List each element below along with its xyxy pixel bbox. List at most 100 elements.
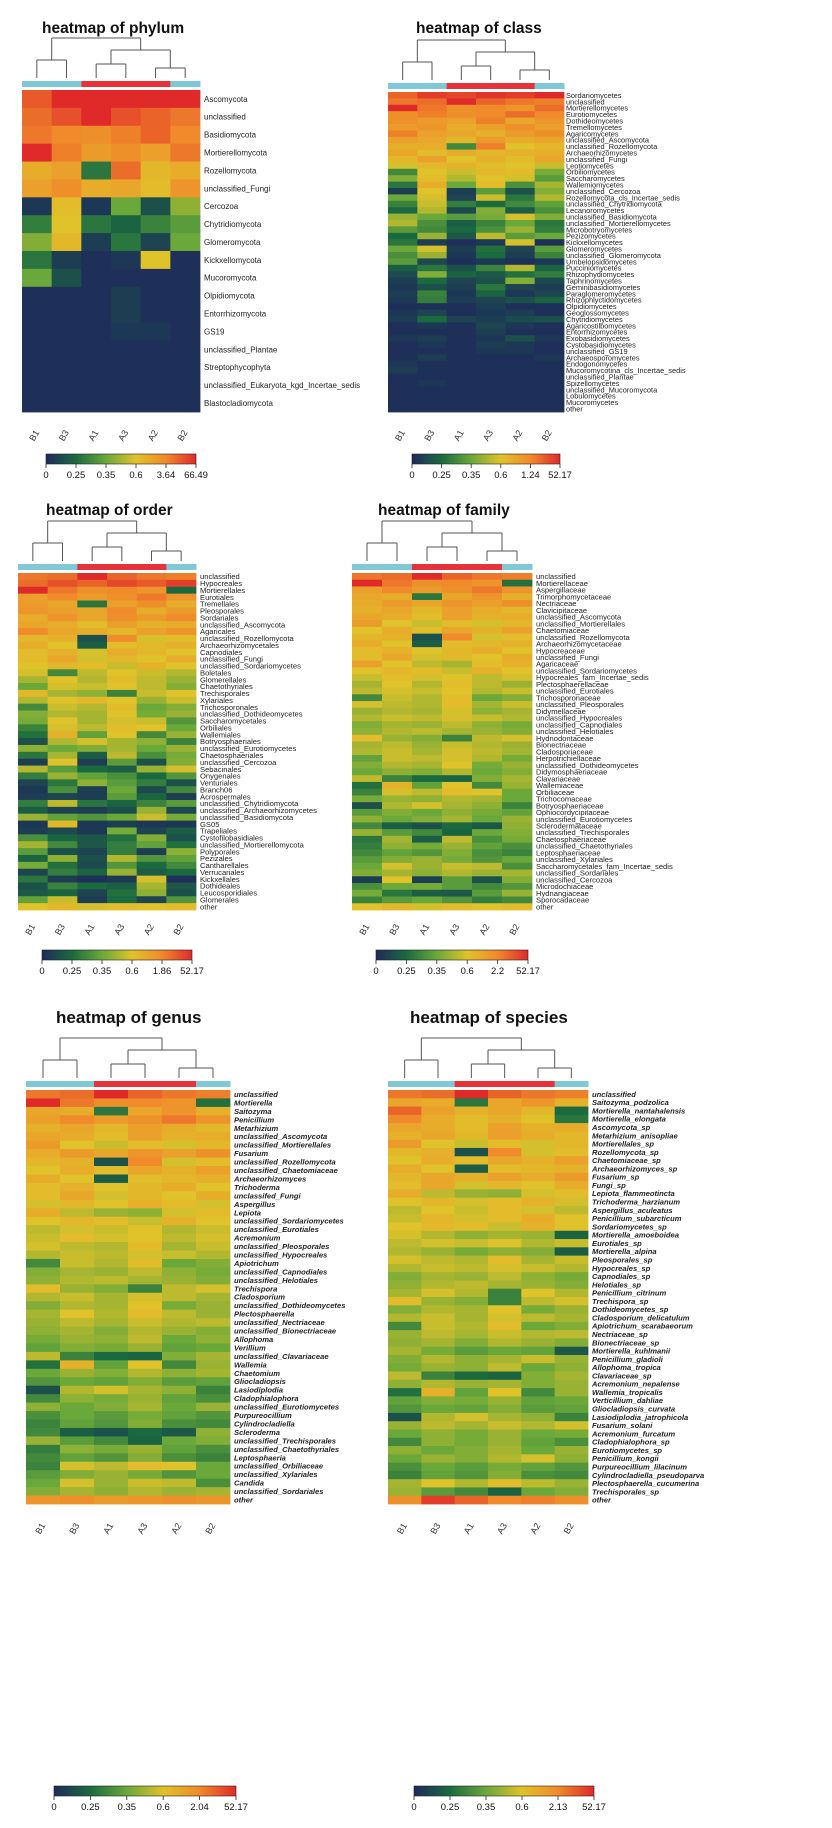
heatmap-cell bbox=[505, 130, 536, 138]
heatmap-cell bbox=[196, 1394, 231, 1404]
group-bar-segment bbox=[128, 1081, 163, 1087]
heatmap-cell bbox=[502, 856, 533, 864]
heatmap-cell bbox=[442, 768, 473, 776]
heatmap-cell bbox=[388, 1280, 422, 1290]
heatmap-cell bbox=[554, 1172, 589, 1182]
colorbar-gradient bbox=[53, 1785, 237, 1797]
heatmap-cell bbox=[107, 731, 138, 739]
heatmap-cell bbox=[162, 1385, 197, 1395]
heatmap-cell bbox=[128, 1326, 163, 1336]
heatmap-cell bbox=[412, 842, 443, 850]
column-label: B3 bbox=[428, 1521, 442, 1536]
heatmap-cell bbox=[502, 849, 533, 857]
row-label: Apiotrichum bbox=[233, 1259, 279, 1268]
row-label: unclassified_Ascomycota bbox=[234, 1132, 327, 1141]
row-label: Plectosphaerellaceae bbox=[536, 680, 609, 689]
heatmap-cell bbox=[454, 1156, 489, 1165]
heatmap-cell bbox=[77, 573, 108, 581]
heatmap-cell bbox=[476, 98, 506, 106]
heatmap-cell bbox=[442, 802, 473, 810]
heatmap-cell bbox=[166, 600, 197, 608]
heatmap-cell bbox=[505, 220, 536, 227]
heatmap-cell bbox=[534, 252, 565, 259]
heatmap-cell bbox=[47, 882, 78, 890]
heatmap-cell bbox=[488, 1139, 522, 1149]
heatmap-cell bbox=[77, 628, 108, 636]
heatmap-cell bbox=[505, 149, 536, 157]
row-label: Leucosporidiales bbox=[200, 889, 257, 898]
heatmap-cell bbox=[446, 296, 477, 304]
heatmap-cell bbox=[417, 175, 448, 182]
heatmap-cell bbox=[18, 820, 49, 828]
row-label: unclassified_Fungi bbox=[200, 655, 263, 664]
heatmap-cell bbox=[476, 284, 506, 291]
heatmap-cell bbox=[107, 854, 138, 863]
heatmap-cell bbox=[521, 1131, 556, 1141]
colorbar-gradient bbox=[375, 949, 529, 961]
row-label: Exobasidiomycetes bbox=[566, 334, 630, 343]
heatmap-cell bbox=[128, 1360, 163, 1370]
heatmap-cell bbox=[352, 734, 383, 742]
heatmap-cell bbox=[534, 360, 565, 368]
heatmap-cell bbox=[18, 655, 49, 663]
group-bar-segment bbox=[162, 1081, 197, 1087]
heatmap-cell bbox=[166, 614, 197, 622]
heatmap-cell bbox=[446, 309, 477, 317]
heatmap-cell bbox=[60, 1411, 95, 1420]
heatmap-cell bbox=[140, 179, 171, 198]
heatmap-cell bbox=[534, 399, 565, 406]
heatmap-cell bbox=[47, 669, 78, 677]
row-label: unclassified_Mortierellales bbox=[536, 619, 625, 628]
heatmap-cell bbox=[388, 1123, 422, 1132]
heatmap-cell bbox=[446, 149, 477, 157]
heatmap-cell bbox=[421, 1412, 456, 1422]
colorbar-tick-label: 3.64 bbox=[157, 470, 176, 481]
group-bar-segment bbox=[417, 83, 448, 89]
heatmap-cell bbox=[166, 827, 197, 835]
heatmap-cell bbox=[476, 207, 506, 214]
heatmap-cell bbox=[502, 599, 533, 608]
heatmap-cell bbox=[476, 271, 506, 278]
heatmap-cell bbox=[382, 883, 413, 891]
heatmap-cell bbox=[26, 1208, 61, 1218]
heatmap-cell bbox=[162, 1495, 197, 1505]
row-label: Trichoderma_harzianum bbox=[592, 1198, 680, 1207]
heatmap-cell bbox=[534, 181, 565, 189]
heatmap-cell bbox=[417, 386, 448, 394]
column-label: A3 bbox=[495, 1521, 509, 1536]
row-label: unclassified_Trechisporales bbox=[536, 828, 630, 837]
row-label: unclassified_Fungi bbox=[536, 653, 599, 662]
row-label: Botryosphaeriaceae bbox=[536, 801, 604, 810]
heatmap-cell bbox=[476, 104, 506, 112]
heatmap-cell bbox=[166, 896, 197, 904]
heatmap-cell bbox=[488, 1114, 522, 1124]
heatmap-cell bbox=[77, 593, 108, 601]
heatmap-cell bbox=[412, 761, 443, 769]
row-label: Allophoma_tropica bbox=[591, 1363, 661, 1372]
heatmap-cell bbox=[521, 1330, 556, 1339]
heatmap-cell bbox=[18, 738, 49, 746]
heatmap-cell bbox=[77, 786, 108, 794]
heatmap-cell bbox=[476, 380, 506, 387]
heatmap-cell bbox=[128, 1123, 163, 1133]
heatmap-cell bbox=[51, 143, 82, 162]
heatmap-cell bbox=[534, 162, 565, 170]
row-label: unclassified bbox=[200, 572, 240, 581]
row-label: Wallemia_tropicalis bbox=[592, 1388, 663, 1397]
heatmap-cell bbox=[162, 1292, 197, 1302]
row-label: Pezizales bbox=[200, 854, 233, 863]
row-label: Spizellomycetes bbox=[566, 379, 620, 388]
heatmap-cell bbox=[166, 689, 197, 698]
heatmap-cell bbox=[446, 277, 477, 285]
heatmap-cell bbox=[382, 869, 413, 877]
row-label: Gliocladiopsis_curvata bbox=[592, 1405, 675, 1414]
row-label: Verrucariales bbox=[200, 868, 245, 877]
heatmap-cell bbox=[18, 614, 49, 622]
colorbar-tick-label: 52.17 bbox=[180, 966, 204, 977]
heatmap-cell bbox=[454, 1462, 489, 1472]
heatmap-cell bbox=[417, 380, 448, 387]
heatmap-cell bbox=[196, 1174, 231, 1184]
heatmap-cell bbox=[388, 322, 418, 330]
heatmap-panel: heatmap of familyunclassifiedMortierella… bbox=[352, 502, 673, 977]
colorbar-tick-label: 0.25 bbox=[432, 470, 451, 481]
